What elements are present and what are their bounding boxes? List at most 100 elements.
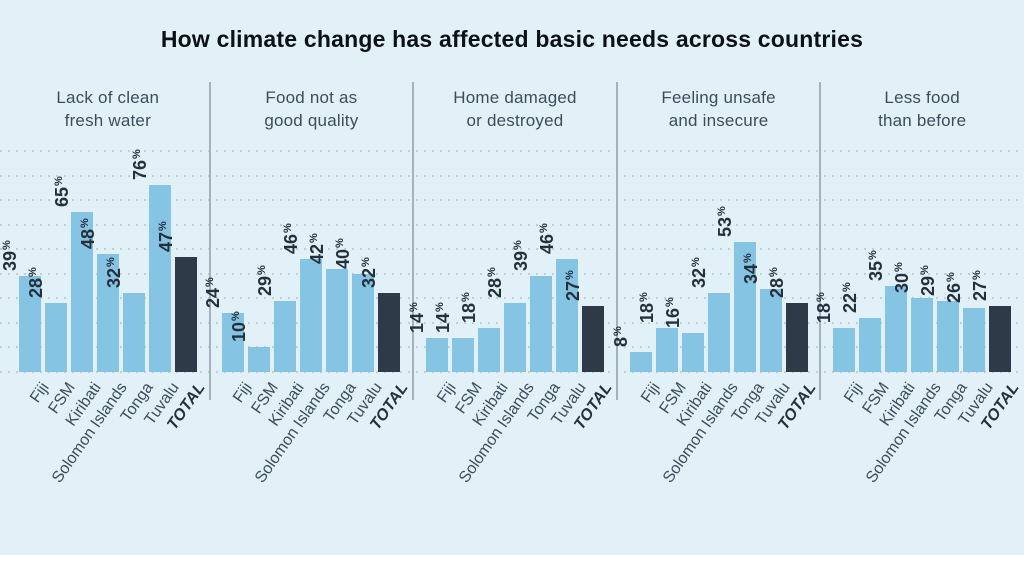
value-label: 27% bbox=[563, 270, 583, 301]
bar-tuvalu bbox=[759, 288, 782, 372]
value-number: 18 bbox=[814, 302, 835, 323]
percent-sign: % bbox=[919, 264, 932, 275]
percent-sign: % bbox=[282, 223, 295, 234]
gridline-90-pct bbox=[0, 150, 1024, 153]
value-number: 16 bbox=[662, 307, 683, 328]
value-label: 32% bbox=[689, 258, 709, 289]
percent-sign: % bbox=[893, 262, 906, 273]
bar-tuvalu bbox=[963, 308, 986, 372]
panel-header-line: Feeling unsafe bbox=[661, 88, 776, 107]
panel-header-line: fresh water bbox=[64, 111, 151, 130]
percent-sign: % bbox=[52, 176, 65, 187]
value-label: 39% bbox=[0, 240, 20, 271]
percent-sign: % bbox=[486, 267, 498, 278]
panel-header-line: good quality bbox=[264, 111, 359, 130]
value-label: 18% bbox=[637, 292, 657, 323]
percent-sign: % bbox=[230, 311, 243, 322]
panel-header-line: and insecure bbox=[668, 111, 769, 130]
value-number: 28 bbox=[25, 278, 46, 299]
percent-sign: % bbox=[637, 291, 650, 302]
total-bar bbox=[174, 256, 197, 372]
value-number: 46 bbox=[281, 234, 302, 255]
bar-solomon-islands bbox=[707, 293, 730, 372]
climate-needs-chart: How climate change has affected basic ne… bbox=[0, 0, 1024, 555]
percent-sign: % bbox=[78, 218, 91, 229]
percent-sign: % bbox=[867, 250, 880, 261]
percent-sign: % bbox=[663, 296, 676, 307]
percent-sign: % bbox=[715, 206, 728, 216]
bar-fsm bbox=[248, 347, 271, 372]
value-label: 39% bbox=[511, 240, 531, 271]
value-number: 14 bbox=[433, 312, 453, 333]
percent-sign: % bbox=[564, 269, 576, 280]
percent-sign: % bbox=[767, 267, 780, 278]
panel-header-line: Less food bbox=[884, 88, 960, 107]
value-label: 28% bbox=[767, 267, 787, 298]
value-number: 39 bbox=[0, 251, 20, 272]
value-label: 28% bbox=[485, 267, 505, 298]
bar-fiji bbox=[18, 276, 41, 372]
bar-fiji bbox=[629, 352, 652, 372]
value-number: 76 bbox=[129, 160, 150, 181]
value-label: 46% bbox=[537, 223, 557, 254]
value-number: 22 bbox=[840, 292, 861, 313]
value-label: 10% bbox=[229, 312, 249, 343]
gridline-70-pct bbox=[0, 199, 1024, 202]
panel-divider bbox=[615, 82, 618, 400]
panel-header-line: or destroyed bbox=[466, 111, 564, 130]
value-label: 27% bbox=[970, 270, 990, 301]
bar-tonga bbox=[530, 276, 552, 372]
value-number: 8 bbox=[610, 337, 631, 348]
value-number: 32 bbox=[688, 268, 709, 289]
bar-kiribati bbox=[885, 286, 908, 372]
value-number: 46 bbox=[537, 234, 557, 255]
percent-sign: % bbox=[308, 233, 321, 243]
bar-tonga bbox=[326, 268, 349, 372]
bar-fiji bbox=[833, 327, 856, 372]
value-label: 53% bbox=[715, 206, 735, 237]
bar-fsm bbox=[859, 317, 882, 372]
percent-sign: % bbox=[611, 326, 624, 337]
value-label: 26% bbox=[944, 272, 964, 303]
value-label: 14% bbox=[407, 302, 427, 333]
bar-tonga bbox=[733, 241, 756, 372]
panel-header: Less food than before bbox=[820, 86, 1024, 132]
panel-header: Feeling unsafe and insecure bbox=[617, 86, 821, 132]
value-label: 28% bbox=[26, 267, 46, 298]
panel-divider bbox=[208, 82, 211, 400]
value-number: 48 bbox=[77, 229, 98, 250]
value-label: 48% bbox=[78, 218, 98, 249]
bar-solomon-islands bbox=[96, 254, 119, 372]
percent-sign: % bbox=[130, 149, 143, 160]
value-label: 32% bbox=[104, 258, 124, 289]
value-label: 16% bbox=[663, 297, 683, 328]
percent-sign: % bbox=[360, 257, 373, 268]
panel-header-line: Food not as bbox=[265, 88, 358, 107]
percent-sign: % bbox=[841, 282, 854, 292]
value-number: 39 bbox=[511, 251, 531, 272]
bar-fiji bbox=[426, 337, 448, 372]
value-label: 47% bbox=[156, 221, 176, 252]
percent-sign: % bbox=[815, 291, 828, 302]
gridline-80-pct bbox=[0, 174, 1024, 177]
bar-kiribati bbox=[70, 212, 93, 372]
value-label: 18% bbox=[459, 292, 479, 323]
percent-sign: % bbox=[0, 240, 13, 251]
value-number: 14 bbox=[407, 312, 427, 333]
gridline-30-pct bbox=[0, 297, 1024, 300]
value-number: 32 bbox=[103, 268, 124, 289]
value-number: 35 bbox=[866, 261, 887, 282]
value-number: 10 bbox=[229, 322, 250, 343]
value-number: 40 bbox=[333, 248, 354, 269]
value-label: 8% bbox=[611, 327, 631, 348]
value-number: 65 bbox=[51, 187, 72, 208]
gridline-60-pct bbox=[0, 223, 1024, 226]
bar-kiribati bbox=[478, 327, 500, 372]
percent-sign: % bbox=[538, 223, 550, 234]
percent-sign: % bbox=[971, 269, 984, 280]
value-label: 34% bbox=[741, 253, 761, 284]
percent-sign: % bbox=[741, 252, 754, 263]
value-number: 26 bbox=[944, 283, 965, 304]
bar-fsm bbox=[452, 337, 474, 372]
panel-header-line: Lack of clean bbox=[56, 88, 160, 107]
